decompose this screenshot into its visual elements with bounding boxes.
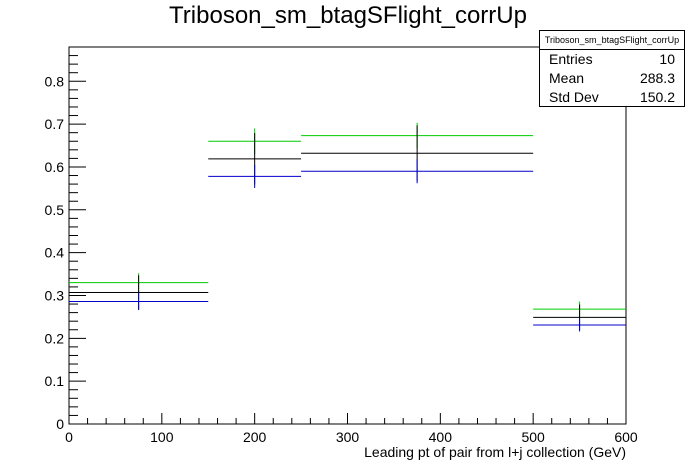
series-0 [69,122,626,317]
stddev-value: 150.2 [639,89,675,105]
stats-box: Triboson_sm_btagSFlight_corrUp Entries 1… [539,30,685,107]
stats-row-stddev: Std Dev 150.2 [540,88,684,107]
y-tick-label: 0.4 [45,245,65,261]
x-tick-labels: 0 100 200 300 400 500 600 [65,429,638,445]
y-tick-label: 0.7 [45,116,65,132]
x-tick-label: 200 [243,429,267,445]
series-1 [69,125,626,331]
stddev-label: Std Dev [549,89,599,105]
x-tick-label: 500 [521,429,545,445]
x-axis-label: Leading pt of pair from l+j collection (… [364,444,626,460]
axis-ticks [68,46,627,425]
data-marks [69,122,626,332]
x-tick-label: 100 [150,429,174,445]
x-tick-label: 0 [65,429,73,445]
stats-row-mean: Mean 288.3 [540,69,684,88]
y-tick-label: 0 [56,416,64,432]
x-tick-label: 400 [429,429,453,445]
y-tick-labels: 0 0.1 0.2 0.3 0.4 0.5 0.6 0.7 0.8 [45,73,65,432]
entries-label: Entries [549,51,593,67]
y-tick-label: 0.3 [45,287,65,303]
y-tick-label: 0.5 [45,202,65,218]
mean-label: Mean [549,70,585,86]
entries-value: 10 [659,51,675,67]
stats-box-title: Triboson_sm_btagSFlight_corrUp [540,31,684,50]
mean-value: 288.3 [639,70,675,86]
y-tick-label: 0.8 [45,73,65,89]
y-tick-label: 0.1 [45,373,65,389]
chart-title: Triboson_sm_btagSFlight_corrUp [169,2,527,29]
stats-row-entries: Entries 10 [540,50,684,69]
x-tick-label: 300 [336,429,360,445]
y-tick-label: 0.6 [45,159,65,175]
x-tick-label: 600 [614,429,638,445]
y-tick-label: 0.2 [45,330,65,346]
series-2 [69,159,626,332]
